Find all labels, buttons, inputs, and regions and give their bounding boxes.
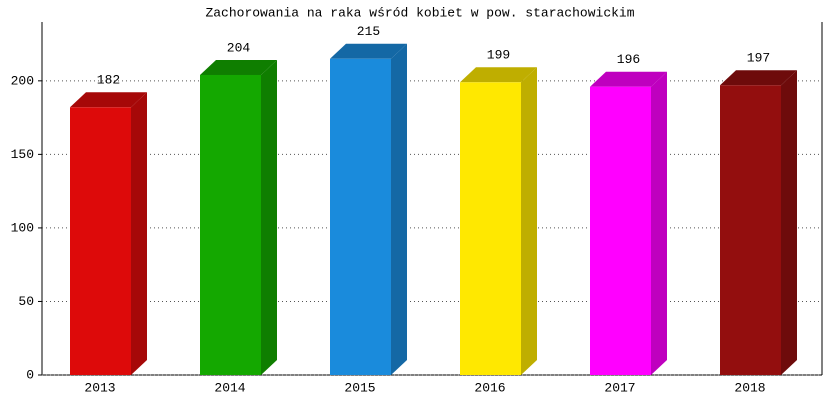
x-tick-label: 2016 [474,380,505,395]
bar [330,58,391,375]
x-tick-label: 2015 [344,380,375,395]
bar [460,82,521,375]
bar-side [651,71,667,375]
bar-side [261,59,277,375]
y-tick-label: 150 [11,147,34,162]
bar-side [391,43,407,375]
y-tick-label: 100 [11,220,34,235]
bar-side [781,70,797,375]
bar-top [330,43,407,59]
value-label: 215 [357,24,380,39]
value-label: 204 [227,40,251,55]
bar [720,85,781,375]
y-tick-label: 50 [18,294,34,309]
value-label: 196 [617,52,640,67]
bar [200,74,261,375]
value-label: 197 [747,51,770,66]
bar [590,86,651,375]
x-tick-label: 2018 [734,380,765,395]
y-tick-label: 0 [26,367,34,382]
bar-top [460,67,537,83]
bar-top [590,71,667,87]
chart-title: Zachorowania na raka wśród kobiet w pow.… [205,5,634,20]
value-label: 182 [97,73,120,88]
bar-side [521,67,537,375]
bar-side [131,92,147,375]
bar-top [720,70,797,86]
bar-top [200,59,277,75]
x-tick-label: 2017 [604,380,635,395]
bar-top [70,92,147,108]
bar [70,107,131,375]
x-tick-label: 2014 [214,380,245,395]
x-tick-label: 2013 [84,380,115,395]
y-tick-label: 200 [11,73,34,88]
value-label: 199 [487,48,510,63]
